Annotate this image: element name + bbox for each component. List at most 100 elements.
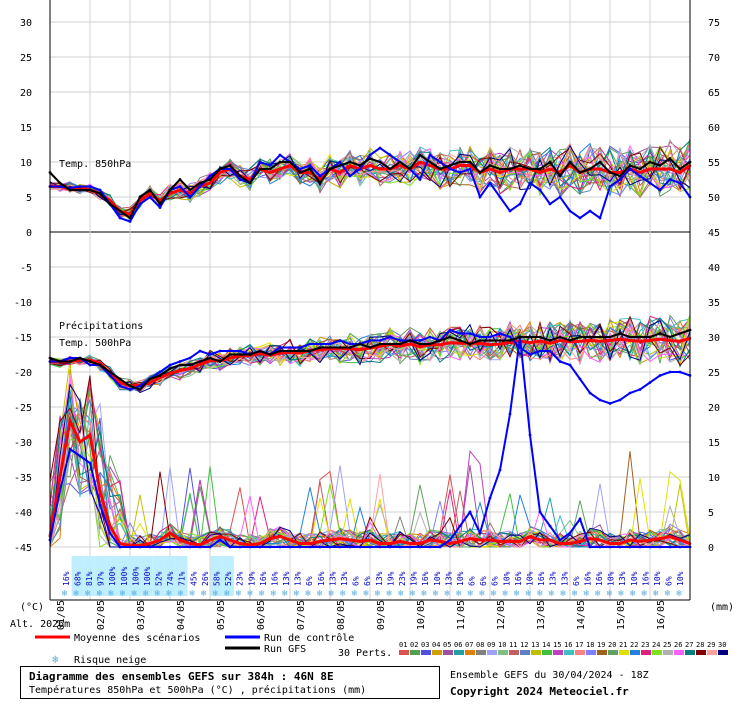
gfs-point <box>288 160 292 164</box>
left-tick-label: 5 <box>26 193 32 204</box>
mean-point <box>308 542 312 545</box>
snowflake-icon: ❄ <box>433 589 439 599</box>
gfs-point <box>58 181 62 185</box>
gfs-point <box>578 171 582 174</box>
mean-point <box>398 344 402 348</box>
gfs-point <box>658 164 662 167</box>
legend-pert-id: 17 <box>575 641 583 649</box>
mean-point <box>278 351 282 355</box>
gfs-point <box>488 339 492 342</box>
gfs-point <box>258 349 262 353</box>
gfs-point <box>318 346 322 349</box>
control-point <box>498 195 502 199</box>
gfs-point <box>378 342 382 346</box>
gfs-point <box>608 335 612 339</box>
control-point <box>468 510 472 514</box>
snowflake-icon: ❄ <box>491 589 497 599</box>
snowflake-icon: ❄ <box>270 589 276 599</box>
control-point <box>618 545 622 549</box>
mean-point <box>318 348 322 351</box>
snow-risk-cell <box>94 556 107 596</box>
control-point <box>488 496 492 500</box>
control-point <box>558 538 562 542</box>
snow-risk-label: 81% <box>85 571 94 586</box>
control-point <box>568 363 572 367</box>
snowflake-icon: ❄ <box>630 589 636 599</box>
mean-point <box>368 164 372 167</box>
snow-risk-label: 19% <box>386 571 395 586</box>
gfs-point <box>618 174 622 178</box>
gfs-point <box>178 178 182 181</box>
gfs-point <box>598 335 602 339</box>
control-point <box>458 332 462 335</box>
control-point <box>398 545 402 549</box>
control-point <box>478 195 482 199</box>
snowflake-icon: ❄ <box>224 589 230 599</box>
mean-point <box>208 181 212 185</box>
control-point <box>228 349 232 353</box>
snow-risk-label: 58% <box>213 571 222 586</box>
legend-pert-swatch <box>531 650 541 655</box>
date-tick-label: 06/05 <box>256 600 267 630</box>
control-point <box>258 160 262 164</box>
control-point <box>178 360 182 363</box>
snow-risk-cell <box>152 556 165 596</box>
mean-point <box>648 167 652 171</box>
control-point <box>678 370 682 374</box>
control-point <box>608 185 612 188</box>
control-point <box>228 167 232 171</box>
gfs-point <box>248 353 252 356</box>
gfs-point <box>348 160 352 164</box>
legend-pert-swatch <box>608 650 618 655</box>
date-tick-label: 11/05 <box>456 600 467 630</box>
control-point <box>78 185 82 188</box>
snowflake-icon: ❄ <box>178 589 184 599</box>
gfs-point <box>478 171 482 174</box>
snowflake-icon: ❄ <box>166 589 172 599</box>
control-point <box>578 517 582 521</box>
date-tick-label: 12/05 <box>496 600 507 630</box>
mean-point <box>378 344 382 348</box>
mean-point <box>278 535 282 538</box>
mean-point <box>588 537 592 540</box>
control-point <box>578 377 582 381</box>
mean-point <box>118 542 122 545</box>
mean-point <box>168 531 172 535</box>
gfs-point <box>278 349 282 353</box>
snow-risk-label: 16% <box>259 571 268 586</box>
snowflake-icon: ❄ <box>213 589 219 599</box>
mean-point <box>248 543 252 547</box>
legend-pert-id: 30 <box>718 641 726 649</box>
control-point <box>308 164 312 167</box>
snow-risk-label: 68% <box>73 571 82 586</box>
gfs-point <box>458 339 462 342</box>
control-point <box>438 160 442 164</box>
legend-pert-id: 06 <box>454 641 462 649</box>
legend-pert-id: 03 <box>421 641 429 649</box>
control-point <box>278 346 282 349</box>
snow-risk-label: 13% <box>618 571 627 586</box>
left-tick-label: 20 <box>20 88 32 99</box>
date-tick-label: 09/05 <box>376 600 387 630</box>
control-point <box>388 335 392 339</box>
gfs-point <box>78 356 82 360</box>
control-point <box>648 545 652 549</box>
mean-point <box>238 542 242 545</box>
snow-risk-label: 19% <box>247 571 256 586</box>
snowflake-icon: ❄ <box>560 589 566 599</box>
snowflake-icon: ❄ <box>73 589 79 599</box>
control-point <box>408 545 412 549</box>
control-point <box>348 342 352 346</box>
mean-point <box>338 537 342 540</box>
mean-point <box>498 540 502 543</box>
control-point <box>498 332 502 335</box>
control-point <box>158 370 162 374</box>
snow-risk-label: 13% <box>328 571 337 586</box>
mean-point <box>458 540 462 543</box>
control-point <box>678 545 682 549</box>
control-point <box>418 339 422 342</box>
snow-risk-label: 16% <box>537 571 546 586</box>
control-point <box>68 356 72 360</box>
legend-snow-label: Risque neige <box>74 655 146 666</box>
